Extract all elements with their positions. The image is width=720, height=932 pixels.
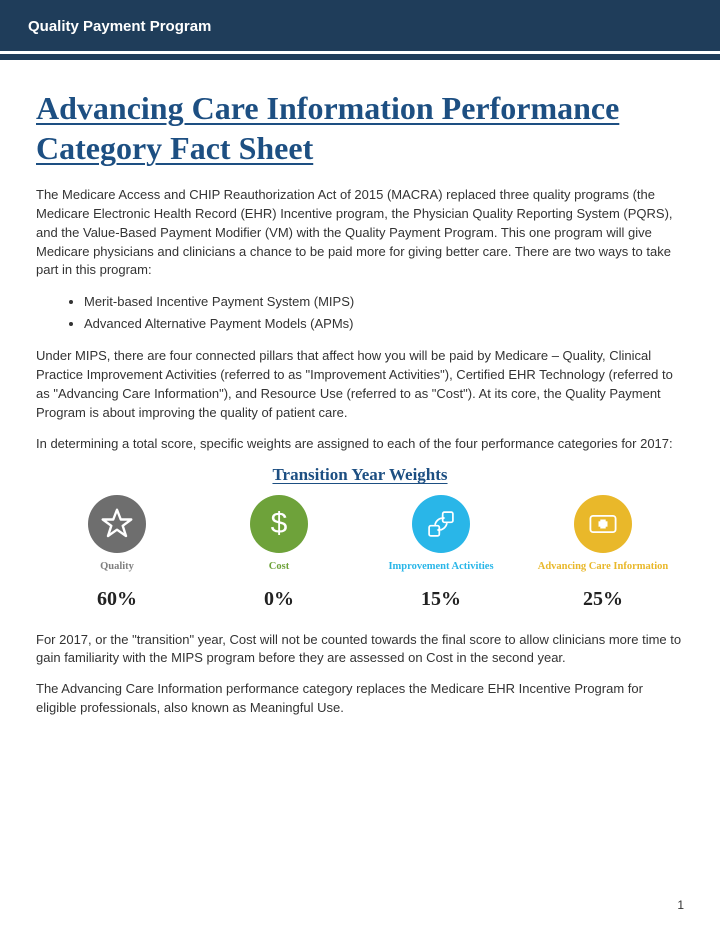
weights-intro: In determining a total score, specific w… bbox=[36, 435, 684, 454]
medical-card-icon bbox=[574, 495, 632, 553]
weight-percent: 15% bbox=[360, 588, 522, 611]
weight-label: Cost bbox=[198, 561, 360, 573]
list-item: Merit-based Incentive Payment System (MI… bbox=[84, 292, 684, 312]
weight-label: Improvement Activities bbox=[360, 561, 522, 573]
quality-icon-wrap bbox=[36, 495, 198, 553]
transition-paragraph: For 2017, or the "transition" year, Cost… bbox=[36, 631, 684, 669]
weight-cost: $ Cost 0% bbox=[198, 495, 360, 610]
weight-quality: Quality 60% bbox=[36, 495, 198, 610]
svg-text:$: $ bbox=[271, 507, 288, 540]
page-title: Advancing Care Information Performance C… bbox=[36, 88, 684, 168]
weight-improvement: Improvement Activities 15% bbox=[360, 495, 522, 610]
intro-paragraph: The Medicare Access and CHIP Reauthoriza… bbox=[36, 186, 684, 280]
weights-title: Transition Year Weights bbox=[36, 465, 684, 485]
aci-icon-wrap bbox=[522, 495, 684, 553]
weight-percent: 0% bbox=[198, 588, 360, 611]
list-item: Advanced Alternative Payment Models (APM… bbox=[84, 314, 684, 334]
weight-label: Advancing Care Information bbox=[522, 561, 684, 573]
program-name: Quality Payment Program bbox=[28, 18, 211, 35]
star-icon bbox=[88, 495, 146, 553]
weight-aci: Advancing Care Information 25% bbox=[522, 495, 684, 610]
ways-list: Merit-based Incentive Payment System (MI… bbox=[84, 292, 684, 333]
cycle-icon bbox=[412, 495, 470, 553]
dollar-icon: $ bbox=[250, 495, 308, 553]
weight-label: Quality bbox=[36, 561, 198, 573]
weights-row: Quality 60% $ Cost 0% bbox=[36, 495, 684, 610]
weight-percent: 60% bbox=[36, 588, 198, 611]
header-bar: Quality Payment Program bbox=[0, 0, 720, 51]
pillars-paragraph: Under MIPS, there are four connected pil… bbox=[36, 347, 684, 422]
improvement-icon-wrap bbox=[360, 495, 522, 553]
weight-percent: 25% bbox=[522, 588, 684, 611]
aci-paragraph: The Advancing Care Information performan… bbox=[36, 680, 684, 718]
page-number: 1 bbox=[677, 898, 684, 912]
cost-icon-wrap: $ bbox=[198, 495, 360, 553]
page-content: Advancing Care Information Performance C… bbox=[0, 60, 720, 718]
